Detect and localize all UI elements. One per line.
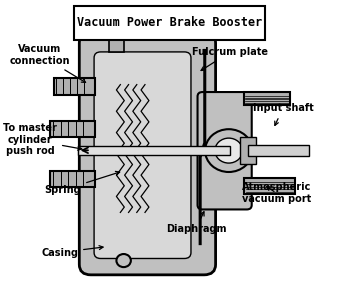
FancyBboxPatch shape xyxy=(248,145,309,156)
FancyBboxPatch shape xyxy=(94,52,191,259)
Circle shape xyxy=(215,138,243,163)
FancyBboxPatch shape xyxy=(197,92,252,209)
Text: Diaphragm: Diaphragm xyxy=(166,212,226,234)
FancyBboxPatch shape xyxy=(50,121,95,136)
Text: Input shaft: Input shaft xyxy=(253,103,313,125)
Text: Vacuum
connection: Vacuum connection xyxy=(10,44,86,82)
FancyBboxPatch shape xyxy=(244,178,295,194)
Text: Casing: Casing xyxy=(41,246,103,257)
Text: Vacuum Power Brake Booster: Vacuum Power Brake Booster xyxy=(77,16,262,29)
Text: Spring: Spring xyxy=(44,171,120,195)
Circle shape xyxy=(205,129,252,172)
Circle shape xyxy=(117,254,131,267)
FancyBboxPatch shape xyxy=(54,78,95,95)
FancyBboxPatch shape xyxy=(50,171,95,187)
Text: Atmospheric
vacuum port: Atmospheric vacuum port xyxy=(241,182,311,204)
FancyBboxPatch shape xyxy=(109,36,124,52)
FancyBboxPatch shape xyxy=(75,6,265,40)
Text: Fulcrum plate: Fulcrum plate xyxy=(193,47,268,70)
FancyBboxPatch shape xyxy=(244,92,290,105)
Text: To master
cylinder
push rod: To master cylinder push rod xyxy=(3,123,82,156)
FancyBboxPatch shape xyxy=(239,136,255,164)
FancyBboxPatch shape xyxy=(78,146,230,155)
FancyBboxPatch shape xyxy=(79,33,216,275)
